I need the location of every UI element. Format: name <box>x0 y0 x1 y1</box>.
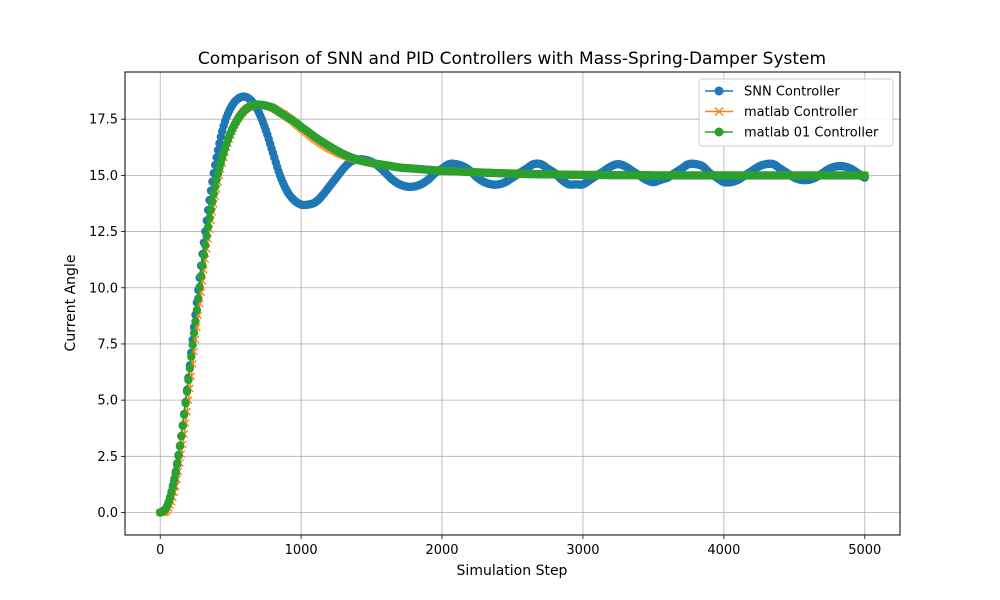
data-point <box>179 410 189 419</box>
data-point <box>206 205 216 214</box>
data-point <box>168 481 178 490</box>
ticks: 0 1000 2000 3000 4000 5000 0.0 2.5 5.0 7.5 10.0 12.… <box>89 113 881 558</box>
legend-label: SNN Controller <box>744 85 840 100</box>
data-point <box>172 459 182 468</box>
y-tick-label: 12.5 <box>89 225 118 240</box>
y-tick-label: 10.0 <box>89 281 118 296</box>
data-point <box>199 250 209 260</box>
legend-marker <box>714 107 724 116</box>
legend-box <box>698 78 894 147</box>
x-tick-label: 2000 <box>425 543 458 558</box>
x-tick-label: 0 <box>156 543 164 558</box>
legend-marker <box>714 127 724 137</box>
x-tick-label: 1000 <box>285 543 318 558</box>
y-axis-label: Current Angle <box>63 255 79 352</box>
data-point <box>198 261 207 270</box>
data-point <box>185 364 195 373</box>
data-point <box>195 282 204 292</box>
legend: SNN Controller matlab Controller matlab 01… <box>698 78 894 147</box>
x-axis-label: Simulation Step <box>457 563 568 579</box>
data-point <box>177 431 186 441</box>
y-tick-label: 7.5 <box>97 337 118 352</box>
data-point <box>192 305 202 315</box>
legend-label: matlab Controller <box>744 105 858 120</box>
data-point <box>187 352 196 361</box>
data-point <box>208 197 217 206</box>
grid <box>125 72 900 535</box>
data-point <box>184 375 193 385</box>
series-matlab-01-controller <box>156 100 869 517</box>
chart-title: Comparison of SNN and PID Controllers wi… <box>198 49 826 69</box>
data-point <box>209 189 218 199</box>
x-tick-label: 5000 <box>848 543 881 558</box>
x-tick-label: 3000 <box>566 543 599 558</box>
data-point <box>189 328 199 338</box>
legend-entry: SNN Controller <box>705 85 840 100</box>
series-layer <box>156 92 869 517</box>
data-point <box>196 271 206 281</box>
data-point <box>201 241 210 250</box>
data-point <box>215 139 224 148</box>
data-point <box>210 182 220 191</box>
data-point <box>194 294 203 303</box>
legend-marker <box>714 86 724 96</box>
legend-label: matlab 01 Controller <box>744 126 879 141</box>
x-tick-label: 4000 <box>707 543 740 558</box>
data-point <box>170 474 179 484</box>
legend-entry: matlab Controller <box>705 105 858 120</box>
y-tick-label: 17.5 <box>89 113 118 128</box>
data-point <box>171 467 180 476</box>
data-point <box>203 222 213 232</box>
data-point <box>191 317 200 326</box>
y-tick-label: 2.5 <box>97 450 118 465</box>
data-point <box>860 171 869 180</box>
y-tick-label: 0.0 <box>97 506 118 521</box>
data-point <box>202 231 211 241</box>
data-point <box>174 450 183 460</box>
data-point <box>178 421 187 430</box>
data-point <box>188 340 197 350</box>
data-point <box>182 387 192 396</box>
y-tick-label: 5.0 <box>97 394 118 409</box>
plot-frame <box>124 71 901 536</box>
data-point <box>175 441 185 450</box>
y-tick-label: 15.0 <box>89 169 118 184</box>
legend-entry: matlab 01 Controller <box>705 126 879 141</box>
data-point <box>181 399 190 408</box>
data-point <box>205 213 214 223</box>
